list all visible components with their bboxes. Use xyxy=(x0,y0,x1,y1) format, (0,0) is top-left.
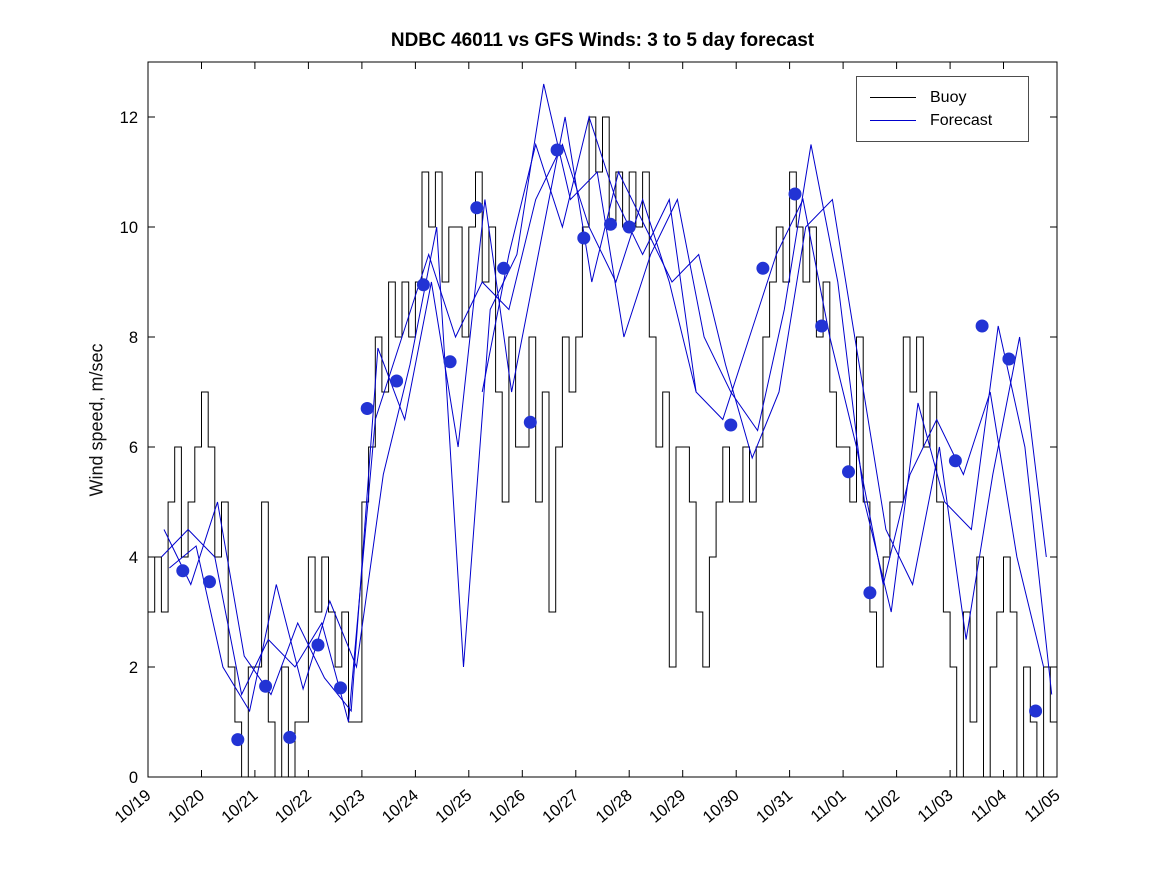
forecast-marker xyxy=(604,217,617,231)
forecast-marker xyxy=(1029,704,1043,718)
chart-title: NDBC 46011 vs GFS Winds: 3 to 5 day fore… xyxy=(390,30,815,51)
forecast-series-line xyxy=(481,115,697,393)
y-tick-label: 12 xyxy=(120,109,138,127)
forecast-marker xyxy=(176,564,190,578)
buoy-series-line xyxy=(148,116,1057,777)
x-tick-label: 10/30 xyxy=(700,786,743,826)
x-tick-label: 10/29 xyxy=(646,786,689,826)
forecast-marker xyxy=(1002,352,1016,366)
forecast-marker xyxy=(231,733,245,747)
forecast-marker xyxy=(390,374,404,388)
x-tick-label: 10/23 xyxy=(325,786,368,826)
forecast-marker xyxy=(283,730,297,744)
y-tick-label: 2 xyxy=(129,659,138,677)
legend: Buoy Forecast xyxy=(856,76,1029,142)
forecast-marker xyxy=(497,261,511,275)
x-tick-label: 10/21 xyxy=(218,786,261,826)
x-tick-label: 11/01 xyxy=(807,786,849,826)
x-tick-label: 10/19 xyxy=(111,786,154,826)
legend-item-buoy: Buoy xyxy=(870,86,1028,109)
legend-item-forecast: Forecast xyxy=(870,109,1028,132)
forecast-marker xyxy=(788,187,802,201)
x-tick-label: 10/26 xyxy=(486,786,529,826)
x-tick-label: 10/27 xyxy=(539,786,582,826)
forecast-marker xyxy=(975,319,989,333)
forecast-marker xyxy=(756,261,770,275)
forecast-marker xyxy=(259,679,273,693)
forecast-marker xyxy=(416,278,430,292)
x-tick-label: 11/03 xyxy=(914,786,956,826)
x-tick-label: 10/20 xyxy=(165,786,208,826)
forecast-marker xyxy=(815,319,829,333)
y-tick-label: 4 xyxy=(129,549,138,567)
x-tick-label: 11/02 xyxy=(861,786,903,826)
forecast-marker xyxy=(203,575,216,589)
forecast-marker xyxy=(360,402,374,415)
y-tick-label: 0 xyxy=(129,769,138,787)
buoy-line-sample xyxy=(870,97,916,98)
y-tick-label: 10 xyxy=(120,219,138,237)
forecast-marker xyxy=(550,143,564,157)
x-tick-label: 11/04 xyxy=(968,786,1010,826)
forecast-line-sample xyxy=(870,120,916,121)
forecast-series-line xyxy=(163,116,1047,713)
x-tick-label: 10/22 xyxy=(272,786,315,826)
forecast-marker xyxy=(724,418,738,432)
x-tick-label: 10/31 xyxy=(753,786,796,826)
forecast-marker xyxy=(470,201,484,215)
x-tick-label: 10/25 xyxy=(432,786,475,826)
x-tick-label: 10/28 xyxy=(593,786,636,826)
forecast-marker xyxy=(523,415,537,429)
forecast-marker xyxy=(334,681,347,695)
legend-label-forecast: Forecast xyxy=(930,111,993,129)
y-tick-label: 6 xyxy=(129,439,138,457)
x-tick-label: 10/24 xyxy=(379,786,422,826)
forecast-marker xyxy=(863,586,877,600)
forecast-marker xyxy=(577,231,591,245)
forecast-series-line xyxy=(169,83,1053,713)
forecast-marker xyxy=(622,220,636,234)
forecast-series-line xyxy=(161,143,1045,723)
y-tick-label: 8 xyxy=(129,329,138,347)
forecast-marker xyxy=(443,355,457,369)
forecast-marker xyxy=(948,454,962,468)
forecast-marker xyxy=(311,638,325,652)
forecast-marker xyxy=(842,465,855,479)
x-tick-label: 11/05 xyxy=(1021,786,1063,826)
axes-box xyxy=(147,61,1058,778)
legend-label-buoy: Buoy xyxy=(930,88,967,106)
